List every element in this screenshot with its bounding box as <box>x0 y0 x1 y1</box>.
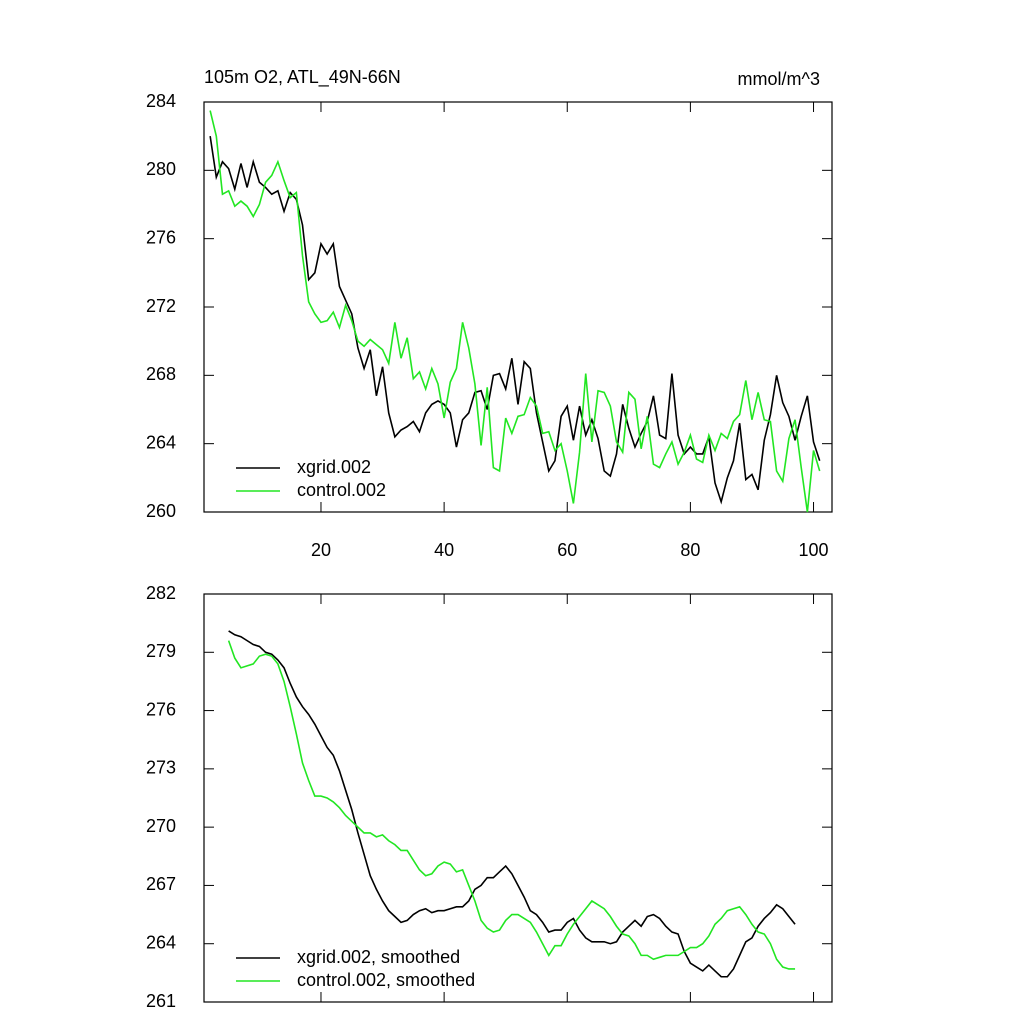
y-tick-label: 264 <box>146 932 176 952</box>
legend-label: control.002, smoothed <box>297 970 475 990</box>
plot-frame <box>203 101 833 513</box>
y-tick-label: 270 <box>146 816 176 836</box>
series-line <box>209 110 821 513</box>
x-tick-label: 60 <box>557 540 577 560</box>
y-tick-label: 279 <box>146 641 176 661</box>
y-tick-label: 268 <box>146 364 176 384</box>
x-tick-label: 40 <box>434 540 454 560</box>
x-tick-label: 20 <box>311 540 331 560</box>
y-tick-label: 264 <box>146 432 176 452</box>
y-tick-label: 273 <box>146 758 176 778</box>
plot-frame <box>203 593 833 1003</box>
y-tick-label: 260 <box>146 501 176 521</box>
series-line <box>227 640 796 970</box>
x-tick-label: 80 <box>680 540 700 560</box>
series-line <box>209 136 821 505</box>
y-tick-label: 282 <box>146 583 176 603</box>
series-line <box>228 630 796 978</box>
y-tick-label: 272 <box>146 296 176 316</box>
y-tick-label: 284 <box>146 91 176 111</box>
legend-label: control.002 <box>297 480 386 500</box>
y-tick-label: 276 <box>146 699 176 719</box>
y-tick-label: 280 <box>146 159 176 179</box>
legend-label: xgrid.002 <box>297 457 371 477</box>
x-tick-label: 100 <box>799 540 829 560</box>
units-label: mmol/m^3 <box>738 69 820 89</box>
y-tick-label: 276 <box>146 227 176 247</box>
y-tick-label: 261 <box>146 991 176 1011</box>
legend-label: xgrid.002, smoothed <box>297 947 460 967</box>
chart-title: 105m O2, ATL_49N-66N <box>204 67 401 88</box>
y-tick-label: 267 <box>146 874 176 894</box>
